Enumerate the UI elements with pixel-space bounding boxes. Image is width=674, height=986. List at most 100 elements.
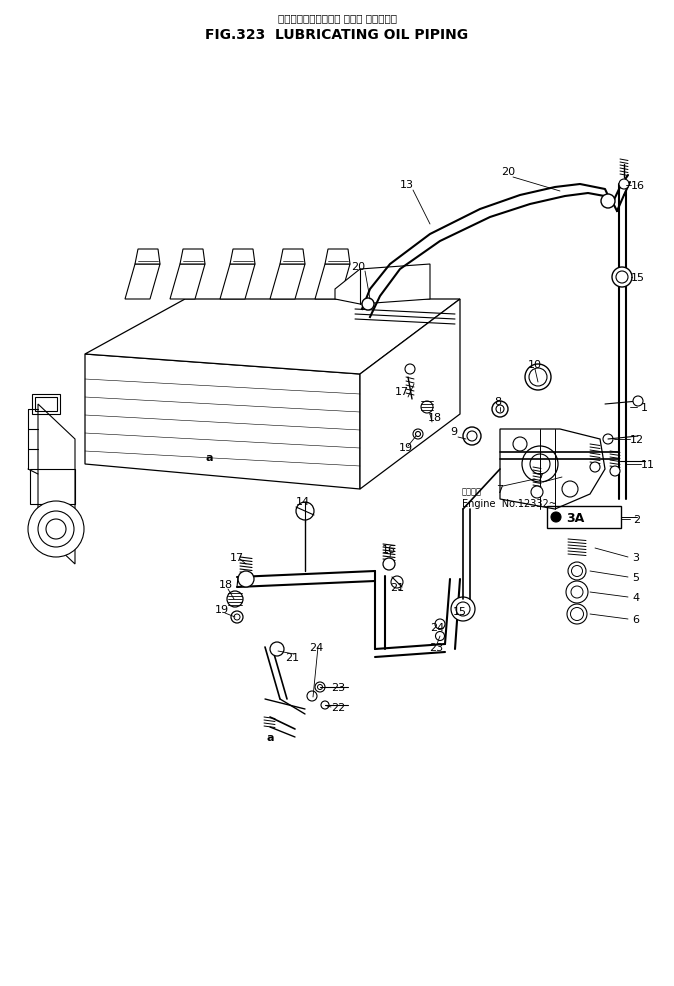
Text: 適用番号: 適用番号 [462,487,482,496]
Text: 5: 5 [632,573,640,583]
Text: 24: 24 [430,622,444,632]
Text: 10: 10 [528,360,542,370]
Circle shape [467,432,477,442]
Text: 13: 13 [400,179,414,190]
Polygon shape [360,300,460,489]
Circle shape [463,428,481,446]
Circle shape [530,455,550,474]
Circle shape [571,587,583,599]
Text: 14: 14 [296,497,310,507]
Polygon shape [500,430,605,510]
Circle shape [391,577,403,589]
Text: 1: 1 [640,402,648,412]
Circle shape [562,481,578,498]
Circle shape [405,365,415,375]
Circle shape [307,691,317,701]
Text: 23: 23 [331,682,345,692]
Text: 11: 11 [641,459,655,469]
Circle shape [413,430,423,440]
Polygon shape [230,249,255,264]
Text: 23: 23 [429,642,443,653]
Bar [32,394,60,414]
Circle shape [238,572,254,588]
Circle shape [566,582,588,603]
Circle shape [529,369,547,387]
Text: 22: 22 [331,702,345,712]
Circle shape [572,566,582,577]
Text: 19: 19 [399,443,413,453]
Circle shape [590,462,600,472]
Polygon shape [315,264,350,300]
Polygon shape [325,249,350,264]
Text: 24: 24 [309,642,323,653]
Polygon shape [135,249,160,264]
Circle shape [451,598,475,621]
Polygon shape [280,249,305,264]
Text: 15: 15 [453,606,467,616]
Circle shape [619,179,629,190]
Text: 9: 9 [450,427,458,437]
Text: 7: 7 [537,472,543,482]
Circle shape [570,608,584,621]
Text: 2: 2 [634,515,640,525]
Text: 21: 21 [285,653,299,663]
Bar [30,469,75,505]
Text: 3: 3 [632,552,640,562]
Polygon shape [270,264,305,300]
Circle shape [435,632,444,641]
Text: 19: 19 [215,604,229,614]
Text: 18: 18 [428,412,442,423]
Circle shape [415,432,421,437]
Circle shape [522,447,558,482]
Circle shape [321,701,329,709]
Circle shape [28,502,84,557]
Circle shape [435,619,445,629]
Circle shape [456,602,470,616]
Circle shape [603,435,613,445]
Text: 21: 21 [390,583,404,593]
Circle shape [492,401,508,418]
Polygon shape [85,355,360,489]
Bar [35,397,57,411]
Circle shape [551,513,561,523]
Text: 4: 4 [632,593,640,602]
Text: 15: 15 [631,273,645,283]
Circle shape [362,299,374,311]
Circle shape [421,401,433,413]
Circle shape [525,365,551,390]
Circle shape [601,195,615,209]
Circle shape [38,512,74,547]
Polygon shape [38,404,75,564]
Text: 12: 12 [630,435,644,445]
Polygon shape [85,300,460,375]
Circle shape [46,520,66,539]
Text: ルーブリケーティング オイル パイピング: ルーブリケーティング オイル パイピング [278,13,396,23]
Circle shape [496,405,504,413]
Text: 20: 20 [351,261,365,272]
Circle shape [612,268,632,288]
Circle shape [616,272,628,284]
Text: a: a [266,733,274,742]
Circle shape [227,592,243,607]
Text: 17: 17 [395,387,409,396]
Circle shape [317,685,322,690]
Text: FIG.323  LUBRICATING OIL PIPING: FIG.323 LUBRICATING OIL PIPING [206,28,468,42]
Circle shape [531,486,543,499]
Circle shape [567,604,587,624]
Polygon shape [335,264,430,305]
Text: 6: 6 [632,614,640,624]
Polygon shape [125,264,160,300]
Text: Engine  No.12332~: Engine No.12332~ [462,499,557,509]
Circle shape [513,438,527,452]
Text: a: a [206,453,213,462]
Text: 20: 20 [501,167,515,176]
Circle shape [315,682,325,692]
Circle shape [296,503,314,521]
Polygon shape [170,264,205,300]
Circle shape [231,611,243,623]
Text: 17: 17 [230,552,244,562]
Circle shape [383,558,395,571]
Circle shape [234,614,240,620]
Text: 8: 8 [495,396,501,406]
Bar [547,507,621,528]
